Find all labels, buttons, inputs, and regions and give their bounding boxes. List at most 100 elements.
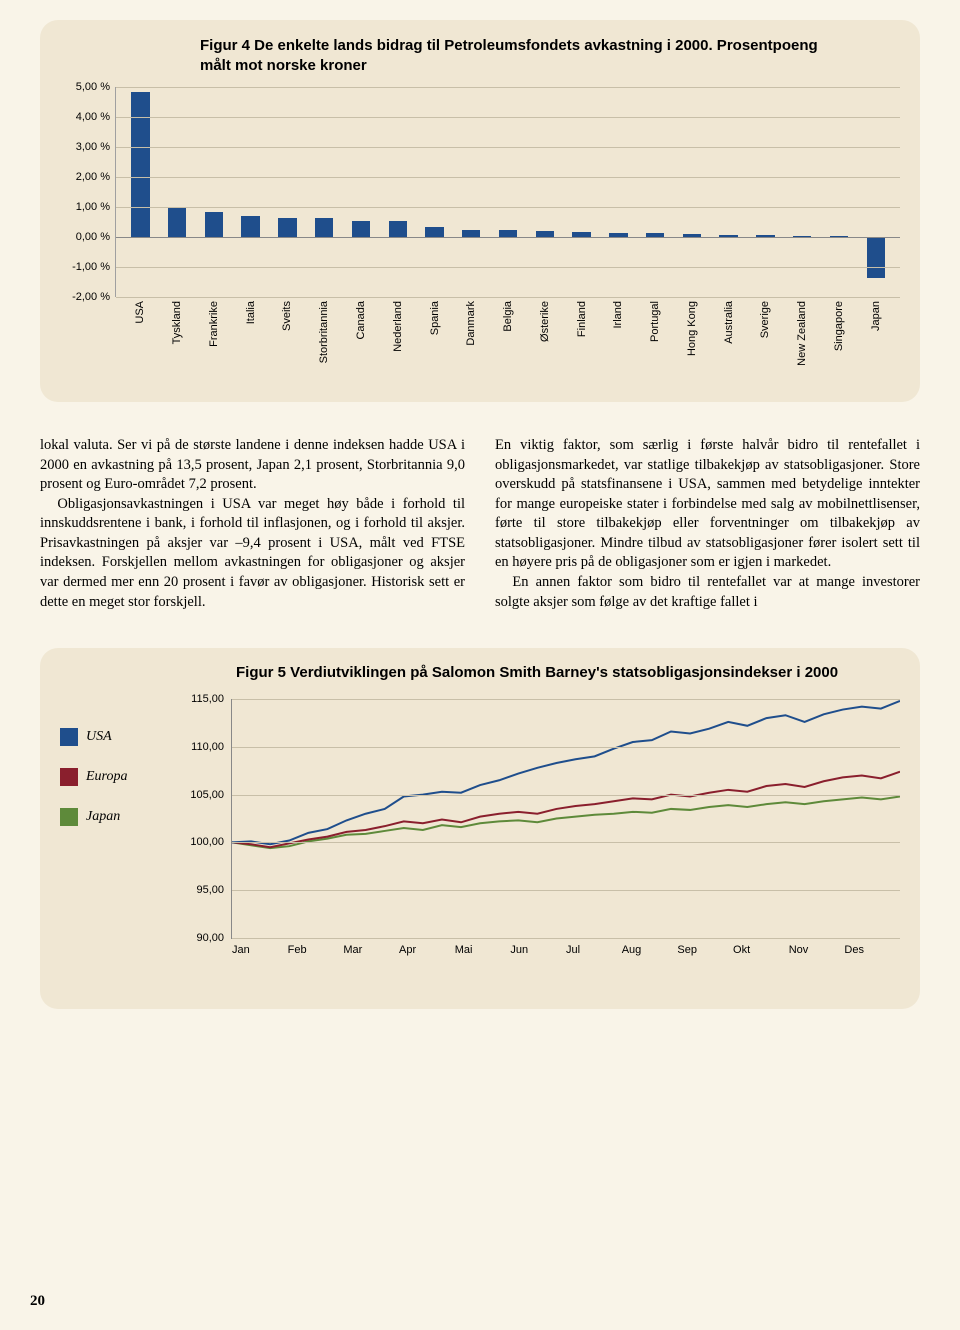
bar-category-label: Danmark [465, 301, 477, 346]
y-axis-label: 95,00 [196, 884, 232, 896]
bar-category-label: Italia [245, 301, 257, 324]
bar-category-label: Finland [576, 301, 588, 337]
legend: USA Europa Japan [60, 664, 160, 989]
gridline [116, 87, 900, 88]
legend-swatch [60, 808, 78, 826]
bar-category-label: Tyskland [171, 301, 183, 344]
y-axis-label: 1,00 % [76, 201, 116, 213]
line-series [232, 797, 900, 849]
line-series [232, 772, 900, 847]
body-paragraph: lokal valuta. Ser vi på de største lande… [40, 436, 465, 495]
page-number: 20 [30, 1293, 45, 1310]
bar [352, 221, 370, 238]
bar-column: Irland [600, 87, 637, 297]
bar-column: Japan [857, 87, 894, 297]
gridline [116, 297, 900, 298]
y-axis-label: 105,00 [190, 789, 232, 801]
figure-4-panel: Figur 4 De enkelte lands bidrag til Petr… [40, 20, 920, 402]
y-axis-label: -2,00 % [72, 291, 116, 303]
body-paragraph: Obligasjonsavkastningen i USA var meget … [40, 495, 465, 612]
y-axis-label: 115,00 [191, 693, 232, 705]
bar [425, 227, 443, 238]
x-axis-label: Sep [677, 944, 733, 956]
bar-category-label: Portugal [649, 301, 661, 342]
bar-category-label: Belgia [502, 301, 514, 332]
bar-chart: USATysklandFrankrikeItaliaSveitsStorbrit… [115, 87, 900, 297]
legend-label: Japan [86, 809, 120, 825]
x-axis-label: Nov [789, 944, 845, 956]
bar [315, 218, 333, 238]
bar-category-label: Sverige [759, 301, 771, 338]
legend-label: USA [86, 729, 112, 745]
bar [205, 212, 223, 238]
bar [462, 230, 480, 238]
bar-column: Portugal [637, 87, 674, 297]
gridline [116, 267, 900, 268]
bar-column: Nederland [379, 87, 416, 297]
bar-column: USA [122, 87, 159, 297]
bar-category-label: Hong Kong [686, 301, 698, 356]
y-axis-label: -1,00 % [72, 261, 116, 273]
gridline [116, 207, 900, 208]
legend-item: Europa [60, 768, 160, 786]
bar-category-label: Irland [612, 301, 624, 329]
x-axis-label: Mar [343, 944, 399, 956]
legend-item: Japan [60, 808, 160, 826]
gridline [232, 747, 900, 748]
bar-series: USATysklandFrankrikeItaliaSveitsStorbrit… [122, 87, 894, 297]
bar [389, 221, 407, 238]
bar-chart-container: USATysklandFrankrikeItaliaSveitsStorbrit… [60, 87, 900, 382]
x-axis-label: Des [844, 944, 900, 956]
y-axis-label: 5,00 % [76, 81, 116, 93]
x-axis-label: Feb [288, 944, 344, 956]
bar-category-label: Singapore [833, 301, 845, 351]
bar-column: Storbritannia [306, 87, 343, 297]
body-column-right: En viktig faktor, som særlig i første ha… [495, 436, 920, 612]
gridline [116, 117, 900, 118]
bar-category-label: Østerike [539, 301, 551, 342]
bar-column: Sverige [747, 87, 784, 297]
bar [241, 216, 259, 237]
bar-column: Belgia [490, 87, 527, 297]
bar-column: Østerike [526, 87, 563, 297]
legend-label: Europa [86, 769, 127, 785]
x-axis-label: Okt [733, 944, 789, 956]
bar-column: Danmark [453, 87, 490, 297]
y-axis-label: 2,00 % [76, 171, 116, 183]
gridline [116, 237, 900, 238]
legend-swatch [60, 768, 78, 786]
bar-category-label: Japan [870, 301, 882, 331]
bar-category-label: Spania [429, 301, 441, 335]
gridline [232, 699, 900, 700]
bar-column: Australia [710, 87, 747, 297]
bar-column: New Zealand [784, 87, 821, 297]
bar-category-label: Australia [723, 301, 735, 344]
figure-5-panel: USA Europa Japan Figur 5 Verdiutviklingen … [40, 648, 920, 1009]
y-axis-label: 100,00 [190, 836, 232, 848]
line-chart-svg [232, 699, 900, 938]
bar-column: Sveits [269, 87, 306, 297]
bar [867, 237, 885, 278]
x-axis-label: Jul [566, 944, 622, 956]
figure-5-title: Figur 5 Verdiutviklingen på Salomon Smit… [236, 664, 900, 681]
bar-column: Frankrike [196, 87, 233, 297]
gridline [232, 890, 900, 891]
bar-column: Italia [232, 87, 269, 297]
body-paragraph: En annen faktor som bidro til rentefalle… [495, 573, 920, 612]
bar-category-label: USA [134, 301, 146, 324]
y-axis-label: 3,00 % [76, 141, 116, 153]
gridline [232, 842, 900, 843]
bar-category-label: Frankrike [208, 301, 220, 347]
bar-column: Singapore [821, 87, 858, 297]
bar-category-label: Nederland [392, 301, 404, 352]
y-axis-label: 90,00 [196, 932, 232, 944]
bar [168, 207, 186, 237]
bar-column: Tyskland [159, 87, 196, 297]
line-chart: JanFebMarAprMaiJunJulAugSepOktNovDes 90,… [231, 699, 900, 939]
x-axis-label: Apr [399, 944, 455, 956]
legend-swatch [60, 728, 78, 746]
bar-column: Canada [343, 87, 380, 297]
bar-category-label: New Zealand [796, 301, 808, 366]
body-paragraph: En viktig faktor, som særlig i første ha… [495, 436, 920, 573]
gridline [116, 147, 900, 148]
